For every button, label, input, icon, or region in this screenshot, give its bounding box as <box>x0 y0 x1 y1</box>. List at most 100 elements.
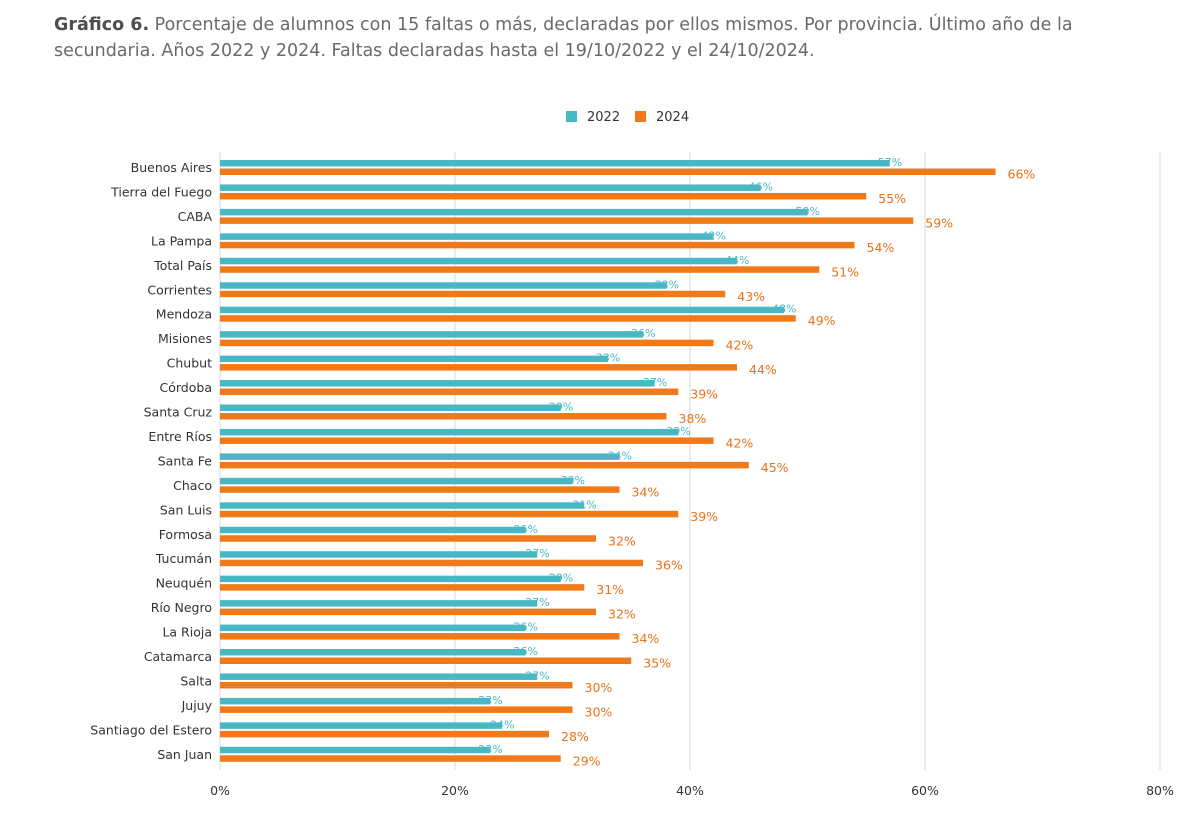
bar-2024 <box>220 266 820 273</box>
category-labels: Buenos Aires Tierra del Fuego CABA La Pampa… <box>90 160 212 762</box>
x-tick-label: 20% <box>441 783 469 798</box>
category-label: Neuquén <box>156 576 212 591</box>
data-label-2024: 45% <box>761 460 789 475</box>
category-label: San Juan <box>157 747 212 762</box>
data-label-2022: 38% <box>655 278 679 291</box>
bar-2022 <box>220 184 761 191</box>
data-label-2022: 39% <box>666 425 690 438</box>
data-label-2024: 43% <box>737 289 765 304</box>
category-label: La Pampa <box>151 233 212 248</box>
category-label: Entre Ríos <box>148 429 212 444</box>
category-label: Catamarca <box>144 649 212 664</box>
bar-2022 <box>220 575 561 583</box>
bar-2022 <box>220 331 643 338</box>
category-label: Buenos Aires <box>131 160 212 175</box>
bar-2022 <box>220 649 526 656</box>
legend: 2022 2024 <box>566 110 689 125</box>
data-label-2022: 44% <box>725 254 749 267</box>
bar-2024 <box>220 584 585 591</box>
chart-title-text: Porcentaje de alumnos con 15 faltas o má… <box>54 15 1073 61</box>
bar-2024 <box>220 633 620 640</box>
x-tick-label: 80% <box>1146 783 1174 798</box>
data-label-2022: 57% <box>878 156 902 169</box>
data-label-2024: 30% <box>585 704 613 719</box>
data-label-2022: 50% <box>796 205 820 218</box>
data-label-2024: 39% <box>690 509 718 524</box>
legend-swatch-2024 <box>635 111 646 122</box>
bar-2022 <box>220 526 526 534</box>
data-label-2024: 42% <box>726 338 754 353</box>
bar-2024 <box>220 755 561 762</box>
data-label-2022: 37% <box>643 376 667 389</box>
x-tick-label: 40% <box>676 783 704 798</box>
data-label-2022: 23% <box>478 694 502 707</box>
bar-2024 <box>220 559 643 567</box>
data-label-2024: 28% <box>561 729 589 744</box>
data-label-2024: 66% <box>1008 167 1036 182</box>
category-label: Corrientes <box>147 282 212 297</box>
chart-title-bold: Gráfico 6. <box>54 15 150 35</box>
data-label-2024: 51% <box>831 264 859 279</box>
category-label: Jujuy <box>181 698 213 713</box>
data-label-2022: 24% <box>490 718 514 731</box>
data-label-2024: 59% <box>925 215 953 230</box>
x-tick-label: 60% <box>911 783 939 798</box>
legend-swatch-2022 <box>566 111 577 122</box>
data-label-2022: 36% <box>631 327 655 340</box>
bar-2024 <box>220 241 855 249</box>
data-label-2022: 29% <box>549 572 573 585</box>
bar-2024 <box>220 339 714 347</box>
bar-2022 <box>220 624 526 632</box>
bar-2024 <box>220 681 573 689</box>
x-tick-label: 0% <box>210 783 230 798</box>
category-label: Santiago del Estero <box>90 722 212 737</box>
bar-2022 <box>220 306 784 314</box>
bar-2022 <box>220 404 561 411</box>
bar-2024 <box>220 730 549 738</box>
bar-2022 <box>220 453 620 460</box>
category-label: Chubut <box>167 356 212 371</box>
category-label: CABA <box>178 209 213 224</box>
bar-2024 <box>220 486 620 493</box>
bar-2022 <box>220 502 585 509</box>
bar-2022 <box>220 697 491 705</box>
data-label-2022: 33% <box>596 352 620 365</box>
data-label-2022: 31% <box>572 498 596 511</box>
bar-2022 <box>220 160 890 167</box>
bar-2024 <box>220 413 667 420</box>
bar-2022 <box>220 208 808 216</box>
bar-2024 <box>220 290 726 298</box>
data-label-2024: 39% <box>690 387 718 402</box>
bar-2024 <box>220 168 996 175</box>
legend-label-2024: 2024 <box>656 110 689 125</box>
bar-2024 <box>220 535 596 542</box>
data-label-2022: 42% <box>702 229 726 242</box>
data-label-2022: 46% <box>749 180 773 193</box>
bar-2022 <box>220 600 538 607</box>
data-label-2024: 38% <box>679 411 707 426</box>
data-label-2022: 34% <box>608 449 632 462</box>
bar-2024 <box>220 388 679 396</box>
data-label-2024: 32% <box>608 533 636 548</box>
category-label: La Rioja <box>162 625 212 640</box>
data-label-2024: 49% <box>808 313 836 328</box>
category-label: Total País <box>153 258 212 273</box>
bar-2024 <box>220 608 596 616</box>
category-label: Tucumán <box>155 551 212 566</box>
bar-2022 <box>220 746 491 754</box>
category-label: Mendoza <box>156 307 212 322</box>
data-label-2022: 29% <box>549 401 573 414</box>
bar-2022 <box>220 355 608 363</box>
data-label-2022: 27% <box>525 547 549 560</box>
data-label-2024: 31% <box>596 582 624 597</box>
x-axis-tick-labels: 0% 20% 40% 60% 80% <box>210 783 1174 798</box>
category-label: Misiones <box>158 331 212 346</box>
data-label-2024: 55% <box>878 191 906 206</box>
bar-2022 <box>220 673 538 680</box>
bar-2024 <box>220 461 749 469</box>
bar-2022 <box>220 551 538 558</box>
data-label-2024: 36% <box>655 558 683 573</box>
data-label-2022: 27% <box>525 669 549 682</box>
data-label-2022: 26% <box>514 645 538 658</box>
bar-2022 <box>220 428 679 436</box>
